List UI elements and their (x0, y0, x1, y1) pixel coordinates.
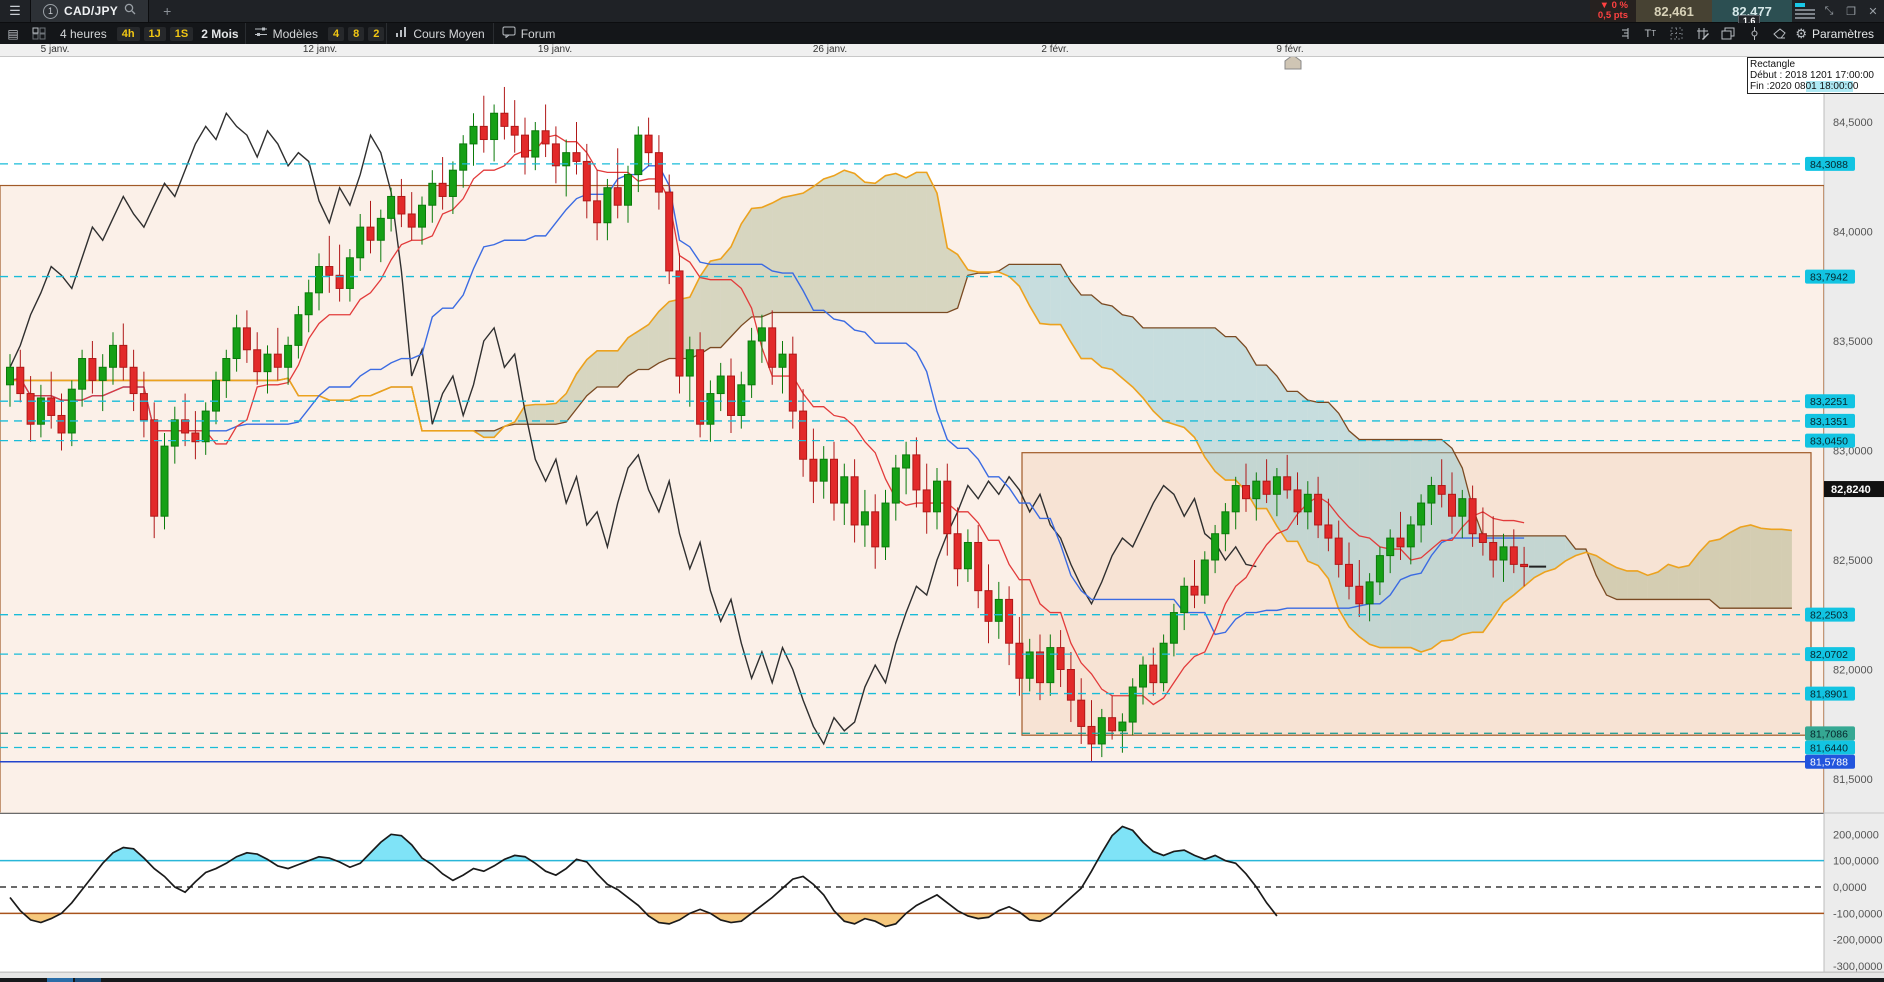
sliders-icon (254, 26, 268, 41)
bar-chart-icon (395, 26, 408, 41)
model-number-3[interactable]: 2 (368, 26, 385, 41)
svg-text:-200,0000: -200,0000 (1833, 935, 1883, 947)
svg-text:200,0000: 200,0000 (1833, 829, 1879, 841)
date-tick: 19 janv. (537, 44, 573, 55)
date-tick: 12 janv. (302, 44, 338, 55)
svg-text:81,6440: 81,6440 (1810, 742, 1848, 754)
price-header: ▼ 0 % 0,5 pts 82,461 82,477 1,6 ⤡ ❐ ✕ (1589, 0, 1884, 28)
svg-text:82,2503: 82,2503 (1810, 610, 1848, 622)
gear-icon: ⚙ (1795, 25, 1807, 41)
model-number-1[interactable]: 4 (327, 26, 345, 41)
tf-button-1j[interactable]: 1J (143, 26, 166, 41)
svg-text:-300,0000: -300,0000 (1833, 961, 1883, 973)
settings-button[interactable]: ⚙ Paramètres (1795, 25, 1874, 41)
tooltip-end: Fin :2020 0801 18:00:00 (1750, 81, 1859, 92)
popout-icon[interactable]: ❐ (1846, 5, 1856, 18)
model-number-2[interactable]: 8 (348, 26, 365, 41)
forum-button[interactable]: Forum (494, 23, 564, 44)
search-icon[interactable] (124, 2, 136, 20)
svg-text:83,7942: 83,7942 (1810, 272, 1848, 284)
tooltip-title: Rectangle (1750, 59, 1796, 70)
svg-text:84,3088: 84,3088 (1810, 159, 1848, 171)
date-tick: 2 févr. (1041, 44, 1069, 55)
symbol-label: CAD/JPY (64, 4, 119, 18)
svg-text:82,0000: 82,0000 (1833, 665, 1873, 677)
close-icon[interactable]: ✕ (1868, 5, 1878, 18)
crosshair-pointer-icon[interactable] (1741, 23, 1767, 44)
svg-text:83,0000: 83,0000 (1833, 446, 1873, 458)
drawing-tooltip: Rectangle Début : 2018 1201 17:00:00 Fin… (1747, 57, 1884, 94)
svg-text:83,0450: 83,0450 (1810, 436, 1848, 448)
chart-toolbar: ▤ 4 heures 4h 1J 1S 2 Mois Modèles 4 8 2… (0, 23, 1884, 44)
change-percent: ▼ 0 % (1599, 0, 1628, 11)
menu-icon[interactable]: ☰ (9, 3, 21, 18)
tf-button-4h[interactable]: 4h (116, 26, 140, 41)
tooltip-start: Début : 2018 1201 17:00:00 (1750, 70, 1874, 81)
svg-text:83,2251: 83,2251 (1810, 396, 1848, 408)
date-tick: 5 janv. (40, 44, 70, 55)
windows-cascade-icon[interactable] (1715, 23, 1741, 44)
collapse-icon[interactable]: ⤡ (1824, 4, 1834, 17)
tf-button-1s[interactable]: 1S (169, 26, 194, 41)
period-button[interactable]: 2 Mois (201, 26, 239, 41)
svg-text:0,0000: 0,0000 (1833, 882, 1867, 894)
svg-text:83,5000: 83,5000 (1833, 336, 1873, 348)
change-block: ▼ 0 % 0,5 pts (1589, 0, 1636, 22)
drawing-tool-icon[interactable] (1689, 23, 1715, 44)
svg-text:100,0000: 100,0000 (1833, 856, 1879, 868)
svg-text:82,5000: 82,5000 (1833, 555, 1873, 567)
svg-text:81,7086: 81,7086 (1810, 728, 1848, 740)
svg-text:84,5000: 84,5000 (1833, 117, 1873, 129)
date-tick: 26 janv. (812, 44, 848, 55)
price-scale-icon[interactable] (1611, 23, 1637, 44)
layout-grid-icon[interactable] (26, 23, 52, 44)
bid-price[interactable]: 82,461 (1636, 0, 1712, 22)
change-points: 0,5 pts (1597, 10, 1628, 21)
svg-text:83,1351: 83,1351 (1810, 416, 1848, 428)
svg-text:84,0000: 84,0000 (1833, 227, 1873, 239)
ask-price[interactable]: 82,477 (1712, 0, 1792, 22)
instrument-tab[interactable]: 1 CAD/JPY (30, 0, 150, 22)
tab-number-badge: 1 (43, 3, 58, 19)
mini-layout-icon[interactable] (1792, 0, 1818, 22)
mean-price-button[interactable]: Cours Moyen (387, 23, 492, 44)
grid-toggle-icon[interactable] (1663, 23, 1689, 44)
speech-bubble-icon (502, 26, 516, 41)
bottom-scroll-strip[interactable] (0, 972, 1884, 982)
timeframe-label[interactable]: 4 heures (60, 26, 107, 41)
main-chart-svg[interactable]: 84,5000 84,0000 83,5000 83,0000 82,5000 82,00… (0, 55, 1884, 981)
svg-text:81,5000: 81,5000 (1833, 774, 1873, 786)
svg-text:82,0702: 82,0702 (1810, 649, 1848, 661)
indicator-list-icon[interactable]: ▤ (7, 26, 19, 41)
date-tick: 9 févr. (1276, 44, 1304, 55)
date-axis: 5 janv. 12 janv. 19 janv. 26 janv. 2 févr. 9 … (0, 44, 1884, 57)
svg-text:81,8901: 81,8901 (1810, 689, 1848, 701)
svg-text:82,8240: 82,8240 (1831, 484, 1871, 496)
eraser-icon[interactable] (1767, 23, 1793, 44)
svg-text:-100,0000: -100,0000 (1833, 908, 1883, 920)
add-tab-button[interactable]: + (163, 3, 172, 19)
svg-text:81,5788: 81,5788 (1810, 757, 1848, 769)
models-button[interactable]: Modèles (246, 23, 326, 44)
window-titlebar: ☰ 1 CAD/JPY + ▼ 0 % 0,5 pts 82,461 82,47… (0, 0, 1884, 28)
